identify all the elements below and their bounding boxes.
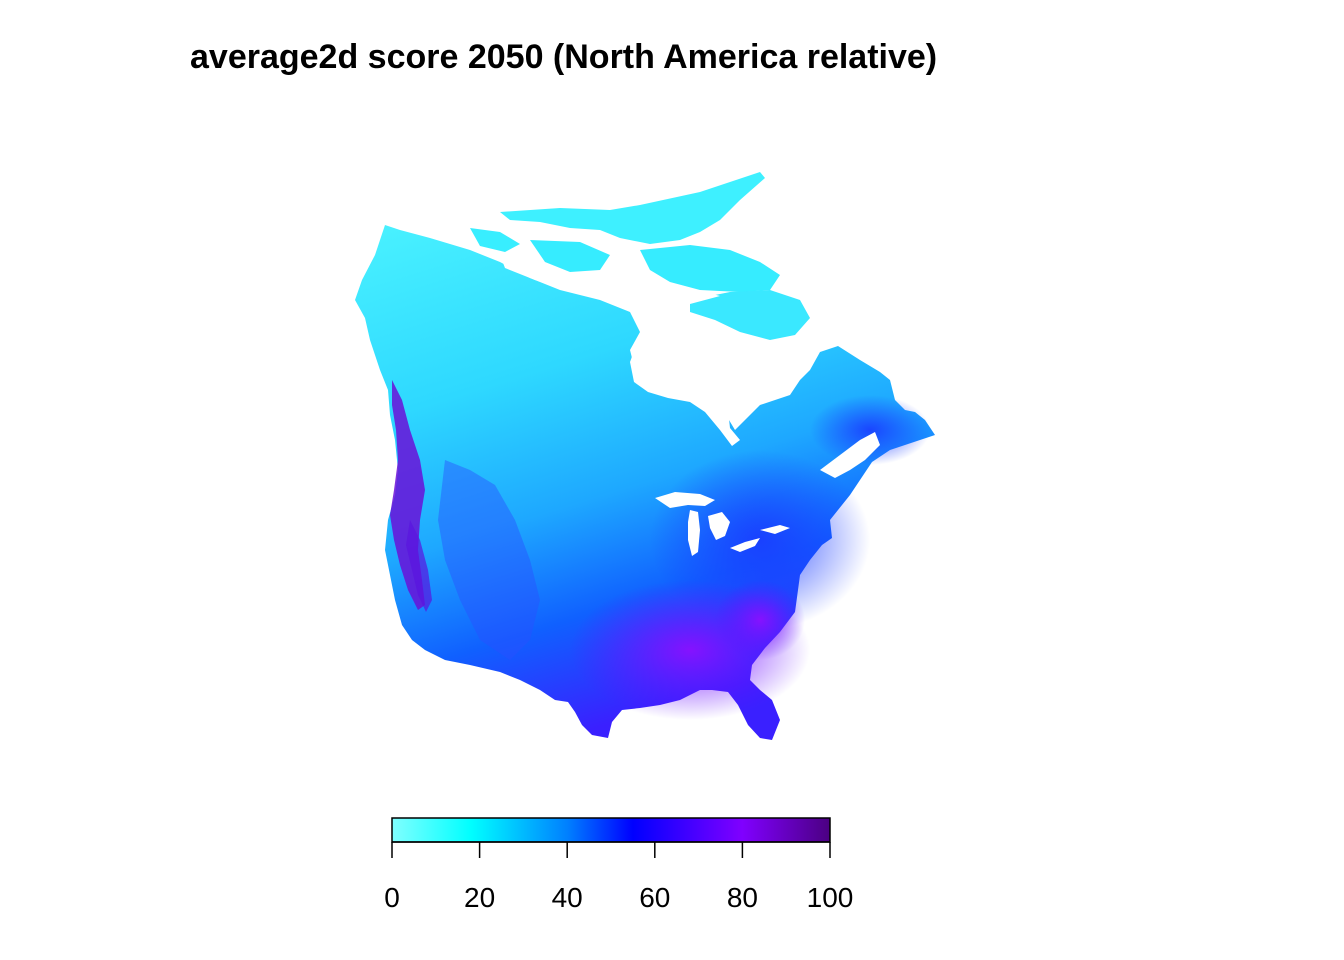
arctic-islands: [470, 228, 520, 252]
legend-tick-label: 80: [726, 882, 758, 913]
great-lakes: [655, 492, 715, 508]
arctic-islands: [500, 172, 765, 244]
east-region: [810, 395, 930, 465]
hudson-bay: [630, 328, 745, 446]
legend-tick-label: 60: [639, 882, 671, 913]
legend-tick-label: 20: [464, 882, 496, 913]
baffin-island: [690, 290, 810, 340]
legend-tick-label: 40: [551, 882, 583, 913]
great-lakes: [730, 538, 760, 552]
legend-tick-label: 0: [384, 882, 400, 913]
arctic-islands: [640, 245, 780, 292]
southeast-region: [715, 580, 805, 660]
legend-colorbar: [391, 817, 831, 843]
great-lakes: [760, 525, 790, 534]
water-channel: [500, 255, 610, 298]
great-lakes: [688, 510, 700, 556]
gulf-of-st-lawrence: [820, 432, 880, 478]
water-channel: [670, 285, 720, 304]
great-lakes: [708, 512, 730, 540]
legend-ticks: [391, 841, 831, 858]
arctic-islands: [530, 240, 610, 272]
legend-tick-label: 100: [806, 882, 854, 913]
map-title: average2d score 2050 (North America rela…: [190, 38, 938, 76]
sierra-band: [406, 520, 432, 612]
rocky-mountain-band: [438, 460, 540, 660]
